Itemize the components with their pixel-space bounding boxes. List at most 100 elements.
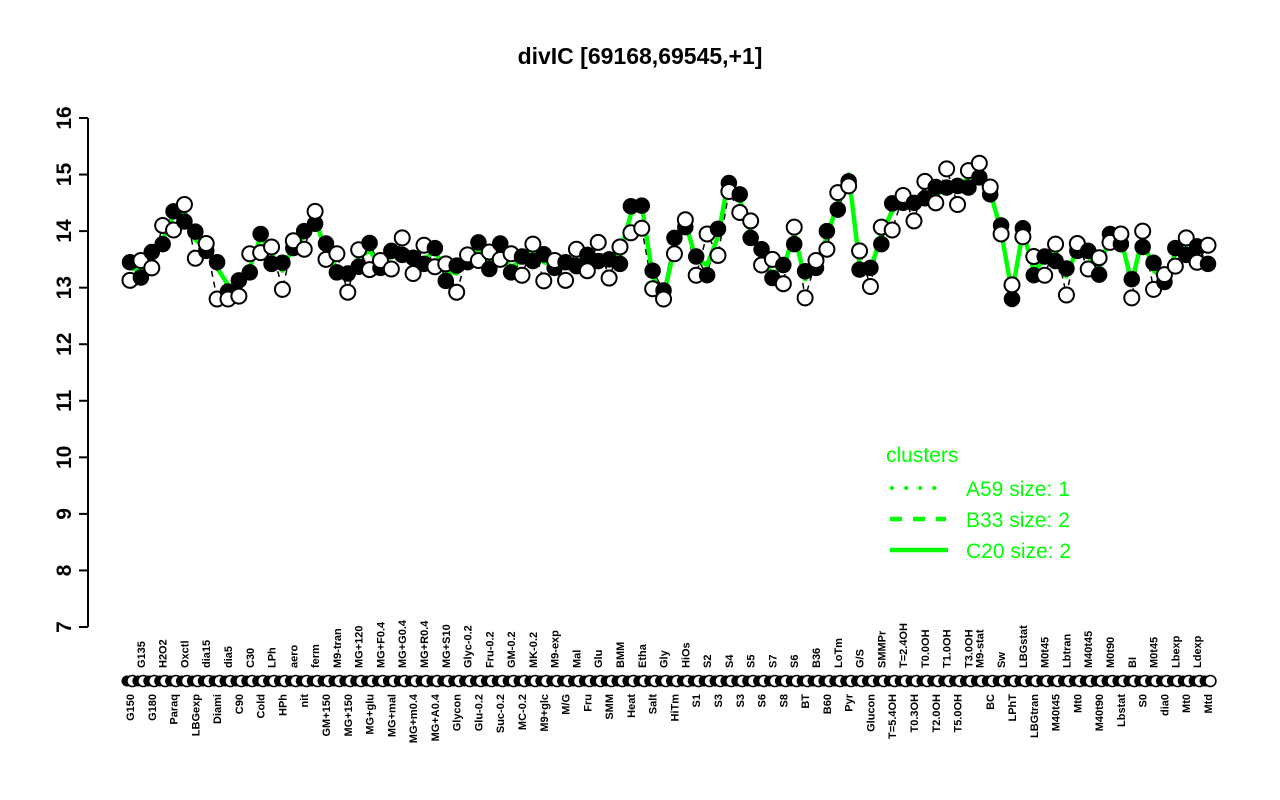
data-point-filled <box>1199 255 1217 273</box>
data-point-open <box>589 233 607 251</box>
x-axis-label-bottom: MG+glu <box>365 694 377 735</box>
x-axis-label-bottom: G180 <box>147 694 159 721</box>
x-axis-label-top: aero <box>288 644 300 668</box>
data-point-open <box>197 235 215 253</box>
x-axis-label-top: LoTm <box>833 638 845 668</box>
data-point-open <box>851 242 869 260</box>
x-axis-label-bottom: S8 <box>778 694 790 707</box>
data-point-filled <box>1123 270 1141 288</box>
data-point-filled <box>742 229 759 247</box>
data-point-open <box>883 221 901 239</box>
x-axis-label-bottom: Glycon <box>452 694 464 732</box>
data-point-open <box>1166 257 1184 275</box>
x-axis-label-top: dia15 <box>201 640 213 668</box>
data-point-filled <box>731 186 749 203</box>
data-point-filled <box>252 225 269 243</box>
y-tick-label: 11 <box>53 389 76 412</box>
data-point-filled <box>785 235 803 253</box>
data-point-open <box>785 218 803 236</box>
x-axis-label-bottom: S3 <box>735 694 747 707</box>
legend-title: clusters <box>886 444 958 467</box>
y-tick-label: 9 <box>53 508 76 520</box>
data-point-filled <box>187 223 204 240</box>
data-point-open <box>796 289 814 307</box>
legend: clusters A59 size: 1 B33 size: 2 C20 siz… <box>886 444 1071 563</box>
data-point-filled <box>1058 260 1075 277</box>
data-point-open <box>371 252 389 270</box>
x-axis-label-bottom: HiTm <box>669 694 681 722</box>
x-axis-label-top: Lbexp <box>1170 635 1182 668</box>
x-axis-label-top: MG+120 <box>354 626 366 669</box>
data-point-open <box>1177 229 1195 247</box>
chart-title: divIC [69168,69545,+1] <box>518 43 763 69</box>
x-axis-label-bottom: S0 <box>1138 694 1150 707</box>
data-point-filled <box>470 234 487 251</box>
x-axis-label-top: M9-exp <box>550 630 562 668</box>
data-point-open <box>578 262 596 280</box>
x-axis-label-top: T=2.4OH <box>898 623 910 668</box>
data-point-open <box>1003 276 1021 294</box>
data-point-open <box>263 238 281 256</box>
x-axis-label-top: M40t45 <box>1083 631 1095 668</box>
x-axis-label-bottom: T=5.4OH <box>887 694 899 739</box>
x-axis-label-bottom: Diami <box>212 694 224 724</box>
y-tick-label: 10 <box>53 446 76 469</box>
y-tick-label: 12 <box>53 333 76 356</box>
data-point-open <box>339 283 357 301</box>
x-axis-label-bottom: HPh <box>277 694 289 716</box>
x-axis-label-bottom: G150 <box>125 694 137 721</box>
data-point-open <box>818 240 836 258</box>
legend-entry-a59: A59 size: 1 <box>966 478 1070 501</box>
data-point-open <box>230 287 248 305</box>
data-point-open <box>676 211 694 229</box>
data-point-open <box>840 177 858 195</box>
data-point-open <box>175 196 193 214</box>
strip-marker-open <box>1204 674 1217 688</box>
data-point-open <box>1057 286 1075 304</box>
x-axis-label-top: T3.0OH <box>963 629 975 668</box>
data-point-open <box>861 278 879 296</box>
x-axis-label-bottom: Paraq <box>169 694 181 725</box>
data-point-filled <box>829 201 847 218</box>
x-axis-label-top: GM-0.2 <box>506 631 518 668</box>
data-point-open <box>981 178 999 196</box>
data-point-open <box>524 235 542 253</box>
x-axis-label-bottom: S6 <box>757 694 769 707</box>
x-axis-label-top: M0t45 <box>1040 637 1052 668</box>
legend-entry-c20: C20 size: 2 <box>966 540 1071 563</box>
x-axis-label-bottom: MG+A0.4 <box>430 693 442 741</box>
x-axis-label-top: SMMPr <box>876 630 888 668</box>
data-point-filled <box>960 179 977 196</box>
x-axis-label-top: T0.0OH <box>920 629 932 668</box>
x-axis-label-bottom: Suc-0.2 <box>495 694 507 733</box>
data-point-open <box>328 245 346 263</box>
data-point-open <box>992 225 1010 243</box>
data-point-open <box>938 160 956 178</box>
x-axis-label-top: H2O2 <box>158 639 170 668</box>
x-axis-label-bottom: Mtd <box>1203 694 1215 714</box>
x-axis-label-top: BMM <box>615 642 627 668</box>
data-point-open <box>655 290 673 308</box>
data-point-filled <box>437 272 455 290</box>
x-axis-label-bottom: C90 <box>234 694 246 714</box>
data-point-open <box>393 229 411 247</box>
data-point-open <box>273 280 291 298</box>
x-axis-label-bottom: S3 <box>713 694 725 707</box>
data-point-open <box>1014 228 1032 246</box>
x-axis-label-top: MG+S10 <box>441 624 453 668</box>
y-tick-label: 13 <box>53 276 76 299</box>
data-point-open <box>1036 266 1054 284</box>
data-point-filled <box>698 266 716 284</box>
x-axis-label-top: Ldexp <box>1192 635 1204 668</box>
data-point-open <box>535 272 553 290</box>
data-point-open <box>970 154 988 172</box>
x-axis-label-bottom: M40t90 <box>1094 694 1106 731</box>
data-point-filled <box>176 213 193 230</box>
data-point-open <box>513 266 531 284</box>
data-point-open <box>1112 225 1130 243</box>
x-axis-label-top: B36 <box>811 648 823 668</box>
data-point-open <box>382 260 400 278</box>
x-axis-label-bottom: LBGexp <box>190 694 202 736</box>
